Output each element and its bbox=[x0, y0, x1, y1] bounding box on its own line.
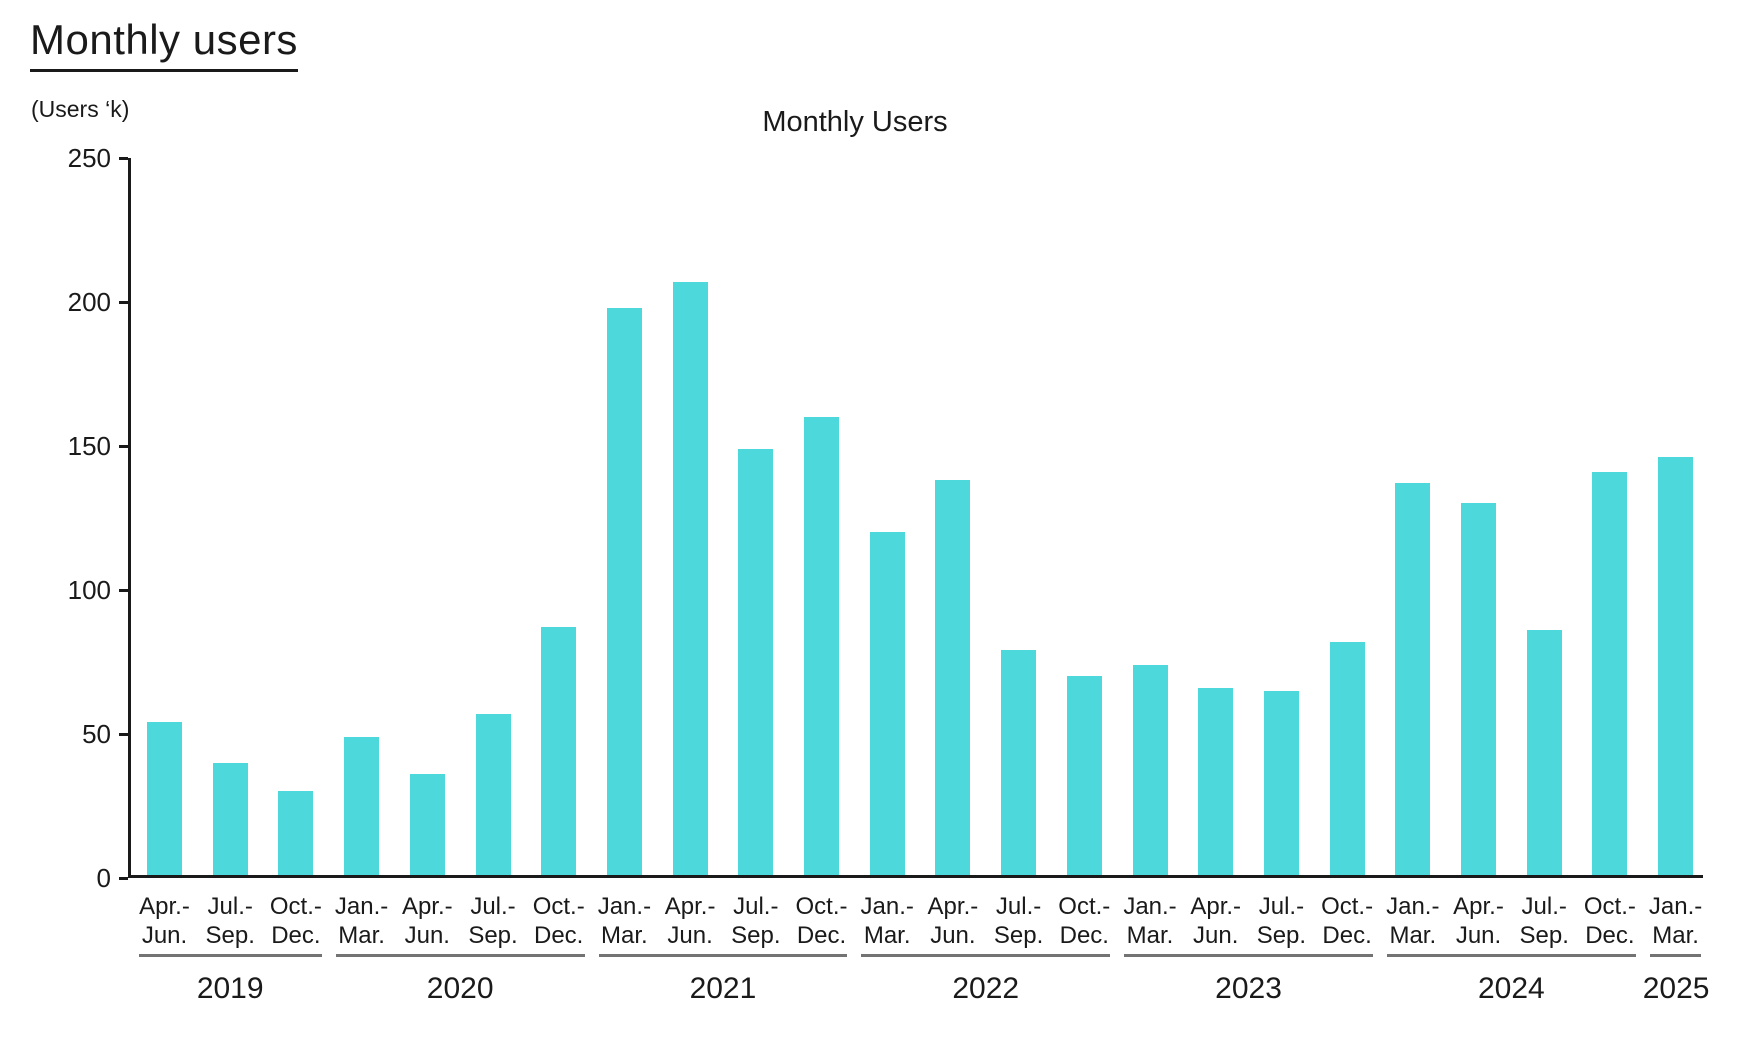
bar-2024jul-sep bbox=[1526, 630, 1562, 875]
year-label-2019: 2019 bbox=[196, 972, 264, 1005]
x-axis-quarter-label: Oct.- Dec. bbox=[1058, 893, 1111, 949]
x-axis-quarter-label: Jan.- Mar. bbox=[860, 893, 914, 949]
x-axis-quarter-label: Apr.- Jun. bbox=[664, 893, 716, 949]
bar-2023jul-sep bbox=[1263, 691, 1299, 875]
x-axis-quarter-label: Jul.- Sep. bbox=[993, 893, 1044, 949]
year-group-underline bbox=[1124, 954, 1373, 957]
bar-2022oct-dec bbox=[1066, 676, 1102, 875]
bar-2019jul-sep bbox=[212, 763, 248, 875]
bar-2022apr-jun bbox=[935, 480, 971, 875]
y-axis-tick bbox=[119, 156, 128, 160]
x-axis-quarter-label: Apr.- Jun. bbox=[1453, 893, 1504, 949]
bar-2019oct-dec bbox=[278, 791, 314, 875]
bar-2023jan-mar bbox=[1132, 665, 1168, 875]
y-axis-tick-label: 50 bbox=[82, 719, 111, 749]
y-axis-tick-label: 150 bbox=[67, 431, 111, 461]
chart-title: Monthly Users bbox=[762, 106, 948, 138]
bar-2020jan-mar bbox=[344, 737, 380, 875]
x-axis-quarter-label: Jul.- Sep. bbox=[1256, 893, 1307, 949]
y-axis-tick bbox=[119, 732, 128, 736]
bar-2021oct-dec bbox=[804, 417, 839, 875]
x-axis-quarter-label: Jan.- Mar. bbox=[597, 893, 652, 949]
year-group-underline bbox=[1386, 954, 1636, 957]
year-label-2022: 2022 bbox=[952, 972, 1020, 1005]
bar-2022jul-sep bbox=[1001, 650, 1037, 875]
bar-2024apr-jun bbox=[1461, 503, 1496, 875]
year-label-2021: 2021 bbox=[689, 972, 757, 1005]
bar-2023oct-dec bbox=[1329, 642, 1365, 875]
x-axis-quarter-label: Apr.- Jun. bbox=[401, 893, 453, 949]
x-axis-quarter-label: Jul.- Sep. bbox=[731, 893, 781, 949]
x-axis-quarter-label: Oct.- Dec. bbox=[1321, 893, 1374, 949]
y-axis-tick-label: 250 bbox=[67, 143, 111, 173]
bar-chart-plot-area: 0 50 100 150 200 250 Apr.- Jun. Jul.- Sep. Oct.-… bbox=[68, 145, 1710, 1005]
x-axis-quarter-label: Jan.- Mar. bbox=[1123, 893, 1177, 949]
year-label-2023: 2023 bbox=[1215, 972, 1282, 1005]
year-group-underline bbox=[335, 954, 585, 957]
bar-2023apr-jun bbox=[1198, 688, 1234, 875]
bar-2024jan-mar bbox=[1395, 483, 1431, 875]
year-label-2024: 2024 bbox=[1477, 972, 1545, 1005]
x-axis-quarter-label: Jul.- Sep. bbox=[468, 893, 518, 949]
x-axis-quarter-label: Apr.- Jun. bbox=[139, 893, 190, 949]
bar-2020apr-jun bbox=[409, 774, 445, 875]
x-axis-quarter-label: Oct.- Dec. bbox=[795, 893, 848, 949]
x-axis-quarter-label: Jan.- Mar. bbox=[334, 893, 389, 949]
x-axis-quarter-label: Jul.- Sep. bbox=[1519, 893, 1569, 949]
y-axis-tick bbox=[119, 876, 128, 880]
y-axis-tick-label: 0 bbox=[96, 863, 111, 893]
bar-2019apr-jun bbox=[147, 722, 182, 875]
y-axis-unit-label: (Users ‘k) bbox=[31, 96, 130, 122]
year-group-underline bbox=[1649, 954, 1702, 957]
x-axis-quarter-label: Jul.- Sep. bbox=[205, 893, 255, 949]
x-axis-quarter-label: Oct.- Dec. bbox=[1583, 893, 1636, 949]
year-group-underline bbox=[598, 954, 848, 957]
y-axis-tick-label: 200 bbox=[67, 287, 111, 317]
y-axis-tick-label: 100 bbox=[67, 575, 111, 605]
x-axis-quarter-label: Jan.- Mar. bbox=[1648, 893, 1703, 949]
year-group-underline bbox=[861, 954, 1111, 957]
bar-2020jul-sep bbox=[475, 714, 511, 875]
y-axis-tick bbox=[119, 300, 128, 304]
x-axis-quarter-label: Apr.- Jun. bbox=[1190, 893, 1242, 949]
x-axis-quarter-label: Jan.- Mar. bbox=[1386, 893, 1440, 949]
year-label-2025: 2025 bbox=[1642, 972, 1710, 1005]
bar-2025jan-mar bbox=[1658, 457, 1694, 875]
y-axis-tick bbox=[119, 444, 128, 448]
x-axis-quarter-label: Apr.- Jun. bbox=[927, 893, 979, 949]
x-axis-quarter-label: Oct.- Dec. bbox=[532, 893, 585, 949]
page-title: Monthly users bbox=[30, 16, 298, 72]
y-axis-tick bbox=[119, 588, 128, 592]
bar-2021apr-jun bbox=[672, 282, 708, 875]
year-group-underline bbox=[138, 954, 322, 957]
bar-2021jul-sep bbox=[738, 449, 774, 875]
year-label-2020: 2020 bbox=[426, 972, 494, 1005]
bar-2020oct-dec bbox=[541, 627, 577, 875]
bar-2022jan-mar bbox=[869, 532, 905, 875]
x-axis-quarter-label: Oct.- Dec. bbox=[269, 893, 322, 949]
bar-2024oct-dec bbox=[1592, 472, 1628, 875]
bar-2021jan-mar bbox=[606, 308, 642, 875]
